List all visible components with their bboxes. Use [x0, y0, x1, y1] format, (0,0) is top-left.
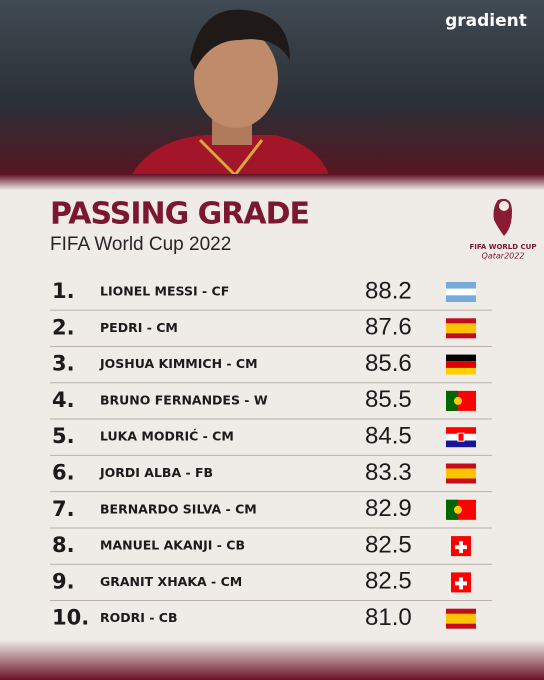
player: JORDI ALBA - FB	[99, 465, 213, 480]
flag-stripe	[446, 468, 476, 479]
score: 85.5	[365, 386, 412, 413]
player: MANUEL AKANJI - CB	[100, 538, 245, 553]
flag	[451, 572, 471, 593]
flag-cross	[455, 577, 467, 590]
logo-line-2: Qatar2022	[482, 252, 525, 261]
flag	[446, 354, 476, 375]
player: BERNARDO SILVA - CM	[100, 501, 257, 516]
flag-stripe	[446, 440, 476, 448]
flag	[446, 463, 476, 484]
ranking-row: 3. JOSHUA KIMMICH - CM 85.6	[50, 350, 492, 384]
flag	[446, 390, 476, 411]
flag	[446, 318, 476, 339]
flag-stripe	[446, 499, 458, 520]
ranking-row: 10. RODRI - CB 81.0	[52, 604, 476, 631]
flag-stripe	[446, 354, 476, 362]
brand: gradient	[445, 11, 527, 31]
flag-emblem	[454, 396, 462, 405]
rank: 7.	[52, 497, 75, 521]
ranking-row: 8. MANUEL AKANJI - CB 82.5	[50, 531, 492, 565]
tournament-logo: FIFA WORLD CUP Qatar2022	[470, 198, 537, 261]
player: PEDRI - CM	[100, 320, 178, 335]
top-band	[0, 174, 544, 190]
ranking-row: 6. JORDI ALBA - FB 83.3	[50, 459, 492, 493]
flag	[446, 499, 476, 520]
flag	[451, 536, 471, 557]
player: LUKA MODRIĆ - CM	[100, 429, 234, 444]
rank: 3.	[52, 352, 75, 376]
flag-stripe	[446, 390, 458, 411]
rank: 6.	[52, 461, 75, 485]
flag-stripe	[446, 361, 476, 368]
title: PASSING GRADE	[50, 197, 309, 232]
flag	[446, 282, 476, 302]
score: 85.6	[365, 350, 412, 377]
player: BRUNO FERNANDES - W	[100, 392, 268, 407]
score: 82.5	[365, 568, 412, 595]
ranking-row: 2. PEDRI - CM 87.6	[50, 314, 492, 347]
flag-stripe	[446, 295, 476, 302]
score: 83.3	[365, 459, 412, 486]
ranking-row: 9. GRANIT XHAKA - CM 82.5	[50, 568, 492, 602]
score: 84.5	[365, 423, 412, 450]
subtitle: FIFA World Cup 2022	[50, 234, 231, 255]
logo-line-1: FIFA WORLD CUP	[470, 243, 537, 251]
rank: 4.	[52, 388, 75, 412]
ranking-row: 4. BRUNO FERNANDES - W 85.5	[50, 386, 492, 420]
flag-stripe	[446, 427, 476, 434]
score: 88.2	[365, 277, 412, 304]
score: 82.9	[365, 495, 412, 522]
bottom-band	[0, 640, 544, 680]
flag-stripe	[446, 367, 476, 375]
flag-stripe	[446, 288, 476, 296]
ranking-row: 7. BERNARDO SILVA - CM 82.9	[50, 495, 492, 529]
player: RODRI - CB	[100, 610, 178, 625]
rank: 8.	[52, 533, 75, 557]
flag-stripe	[446, 323, 476, 334]
rank: 5.	[52, 424, 75, 448]
player: GRANIT XHAKA - CM	[100, 574, 242, 589]
flag-emblem	[454, 505, 462, 514]
flag	[446, 608, 476, 629]
flag-cross	[455, 541, 467, 554]
ranking-row: 1. LIONEL MESSI - CF 88.2	[50, 277, 492, 311]
score: 81.0	[365, 604, 412, 631]
flag-stripe	[446, 282, 476, 289]
score: 87.6	[365, 314, 412, 341]
rank: 10.	[52, 606, 89, 630]
score: 82.5	[365, 531, 412, 558]
rank: 1.	[52, 279, 75, 303]
player: LIONEL MESSI - CF	[100, 284, 229, 299]
flag-stripe	[446, 613, 476, 624]
ranking-row: 5. LUKA MODRIĆ - CM 84.5	[50, 423, 492, 456]
rank: 2.	[52, 315, 75, 339]
flag	[446, 427, 476, 448]
flag-emblem	[457, 432, 465, 442]
player: JOSHUA KIMMICH - CM	[99, 356, 258, 371]
rank: 9.	[52, 569, 75, 593]
